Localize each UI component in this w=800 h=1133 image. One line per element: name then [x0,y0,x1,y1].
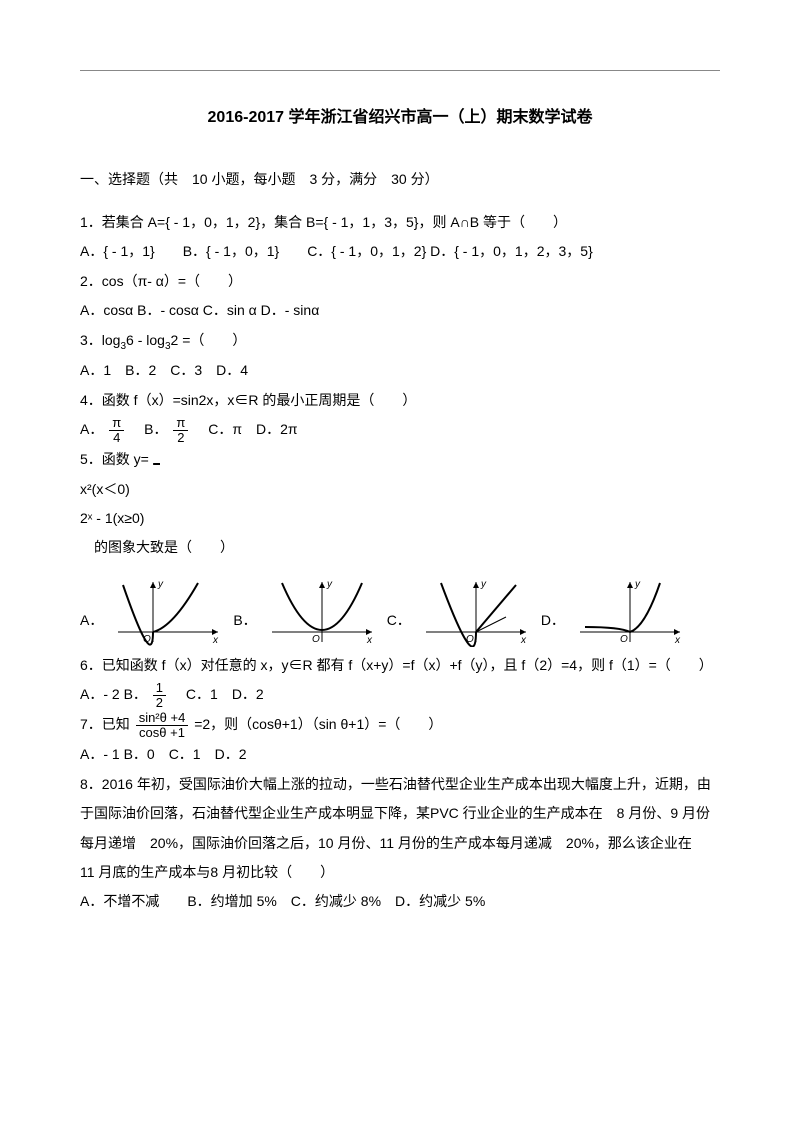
svg-text:O: O [312,634,320,645]
q5-label-D: D． [541,613,565,647]
header-rule [80,70,720,71]
q5-part1: 5．函数 y= [80,451,149,467]
graph-option-D: x y O [575,577,685,647]
q4-fracB: π2 [173,416,188,446]
svg-text:y: y [634,579,641,590]
question-3: 3．log36 - log32 =（ ） [80,326,720,357]
question-2-options: A．cosα B．- cosα C．sin α D．- sinα [80,296,720,325]
svg-text:y: y [157,579,164,590]
q7-part1: 7．已知 [80,716,134,732]
q5-label-B: B． [233,613,256,647]
question-6: 6．已知函数 f（x）对任意的 x，y∈R 都有 f（x+y）=f（x）+f（y… [80,651,720,680]
svg-text:y: y [326,579,333,590]
q3-part1: 3．log [80,332,120,348]
question-6-options: A．- 2 B． 12 C．1 D．2 [80,680,720,710]
question-3-options: A．1 B．2 C．3 D．4 [80,356,720,385]
svg-text:O: O [620,634,628,645]
question-7-options: A．- 1 B．0 C．1 D．2 [80,740,720,769]
graph-option-C: x y O [421,577,531,647]
q3-part3: 2 =（ ） [171,332,247,348]
q3-part2: 6 - log [126,332,165,348]
q5-part2: 的图象大致是（ ） [80,539,234,555]
svg-text:x: x [212,635,219,646]
q6-optsB: C．1 D．2 [172,686,264,702]
page-title: 2016-2017 学年浙江省绍兴市高一（上）期末数学试卷 [80,101,720,135]
svg-text:y: y [480,579,487,590]
q4-fracA: π4 [109,416,124,446]
svg-text:x: x [674,635,681,646]
question-5: 5．函数 y= [80,445,720,474]
q6-frac: 12 [153,681,166,711]
q5-label-C: C． [387,613,411,647]
question-8-options: A．不增不减 B．约增加 5% C．约减少 8% D．约减少 5% [80,887,720,916]
question-2: 2．cos（π- α）=（ ） [80,267,720,296]
svg-text:x: x [520,635,527,646]
q4-optA-label: A． [80,421,103,437]
graph-option-B: x y O [267,577,377,647]
question-1-options: A．{ - 1，1} B．{ - 1，0，1} C．{ - 1，0，1，2} D… [80,237,720,266]
q5-case1: x²(x＜0) [80,475,720,504]
question-5-graphs: A． x y O B． x y O C． x y O D． [80,577,720,647]
q4-optB-label: B． [130,421,167,437]
section-1-heading: 一、选择题（共 10 小题，每小题 3 分，满分 30 分） [80,165,720,194]
q5-case2: 2ˣ - 1(x≥0) [80,504,720,533]
q7-part2: =2，则（cosθ+1）（sin θ+1）=（ ） [194,716,442,732]
q7-frac: sin²θ +4cosθ +1 [136,711,189,741]
question-8: 8．2016 年初，受国际油价大幅上涨的拉动，一些石油替代型企业生产成本出现大幅… [80,770,720,888]
q5-label-A: A． [80,613,103,647]
question-4-options: A． π4 B． π2 C．π D．2π [80,415,720,445]
question-4: 4．函数 f（x）=sin2x，x∈R 的最小正周期是（ ） [80,386,720,415]
question-7: 7．已知 sin²θ +4cosθ +1 =2，则（cosθ+1）（sin θ+… [80,710,720,740]
q6-optsA: A．- 2 B． [80,686,147,702]
graph-option-A: x y O [113,577,223,647]
question-1: 1．若集合 A={ - 1，0，1，2}，集合 B={ - 1，1，3，5}，则… [80,208,720,237]
q4-optCD: C．π D．2π [194,421,297,437]
svg-text:x: x [366,635,373,646]
